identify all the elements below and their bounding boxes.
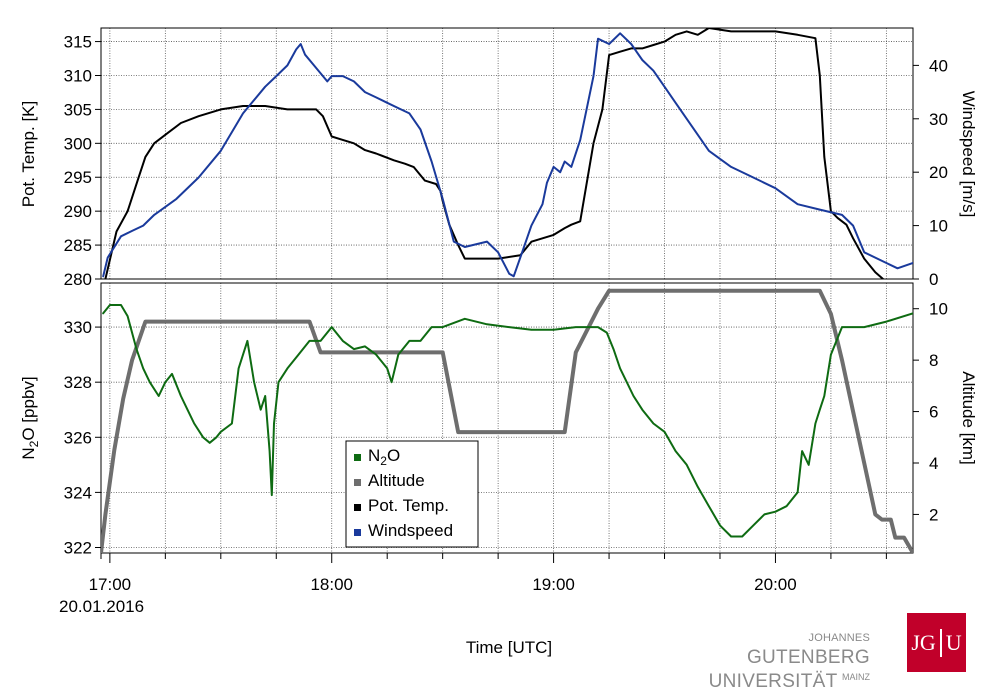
windspeed-axis-tick-label: 20 xyxy=(929,163,948,182)
n2o-axis-tick-label: 328 xyxy=(64,373,92,392)
legend-label-wind: Windspeed xyxy=(368,521,453,540)
legend-swatch-wind xyxy=(354,529,361,536)
series-n2o xyxy=(102,304,913,538)
n2o-axis-tick-label: 322 xyxy=(64,538,92,557)
windspeed-axis-title: Windspeed [m/s] xyxy=(959,91,978,218)
n2o-axis-tick-label: 330 xyxy=(64,318,92,337)
pot-temp-axis-tick-label: 285 xyxy=(64,236,92,255)
pot-temp-axis-tick-label: 295 xyxy=(64,168,92,187)
legend-swatch-alt xyxy=(354,479,361,486)
altitude-axis-tick-label: 4 xyxy=(929,454,938,473)
n2o-axis-title: N2O [ppbv] xyxy=(19,376,41,459)
university-logo-box: JG U xyxy=(907,613,966,672)
series-altitude xyxy=(101,288,913,553)
windspeed-axis-tick-label: 0 xyxy=(929,270,938,289)
legend-label-theta: Pot. Temp. xyxy=(368,496,449,515)
x-axis-tick-label: 20:00 xyxy=(754,575,797,594)
n2o-axis-tick-label: 326 xyxy=(64,428,92,447)
windspeed-axis-tick-label: 30 xyxy=(929,110,948,129)
pot-temp-axis-tick-label: 300 xyxy=(64,134,92,153)
pot-temp-axis-title: Pot. Temp. [K] xyxy=(19,101,38,207)
legend-label-n2o: N2O xyxy=(368,446,400,468)
x-axis-tick-label: 18:00 xyxy=(310,575,353,594)
legend-swatch-n2o xyxy=(354,454,361,461)
windspeed-axis-tick-label: 10 xyxy=(929,217,948,236)
top-panel-series xyxy=(102,28,913,279)
n2o-axis-tick-label: 324 xyxy=(64,483,92,502)
legend: N2O Altitude Pot. Temp. Windspeed xyxy=(345,440,479,548)
pot-temp-axis-tick-label: 305 xyxy=(64,100,92,119)
windspeed-axis-tick-label: 40 xyxy=(929,56,948,75)
legend-label-alt: Altitude xyxy=(368,471,425,490)
pot-temp-axis-tick-label: 290 xyxy=(64,202,92,221)
university-logo-text: JOHANNES GUTENBERG UNIVERSITÄT MAINZ xyxy=(708,632,870,692)
pot-temp-axis-tick-label: 315 xyxy=(64,33,92,52)
pot-temp-axis-tick-label: 310 xyxy=(64,66,92,85)
top-panel-frame xyxy=(100,27,914,280)
altitude-axis-tick-label: 10 xyxy=(929,300,948,319)
panel-frames xyxy=(100,27,914,554)
series-windspeed xyxy=(102,32,913,278)
bottom-panel-frame xyxy=(100,282,914,554)
bottom-panel-series xyxy=(101,288,913,553)
series-layer xyxy=(101,28,913,553)
x-axis-date-label: 20.01.2016 xyxy=(59,597,144,616)
pot-temp-axis-tick-label: 280 xyxy=(64,270,92,289)
altitude-axis-tick-label: 8 xyxy=(929,351,938,370)
legend-swatch-theta xyxy=(354,504,361,511)
grid xyxy=(101,28,913,553)
altitude-axis-title: Altitude [km] xyxy=(959,371,978,465)
chart: 280 285 290 295 300 305 310 315 0 10 20 30 40 322 324 3… xyxy=(19,27,978,657)
x-axis-tick-label: 17:00 xyxy=(89,575,132,594)
series-pot-temp xyxy=(104,28,885,279)
altitude-axis-tick-label: 6 xyxy=(929,403,938,422)
axes-layer: 280 285 290 295 300 305 310 315 0 10 20 30 40 322 324 3… xyxy=(19,33,978,657)
legend-box xyxy=(345,440,479,548)
x-axis-title: Time [UTC] xyxy=(466,638,552,657)
x-axis-tick-label: 19:00 xyxy=(532,575,575,594)
altitude-axis-tick-label: 2 xyxy=(929,505,938,524)
